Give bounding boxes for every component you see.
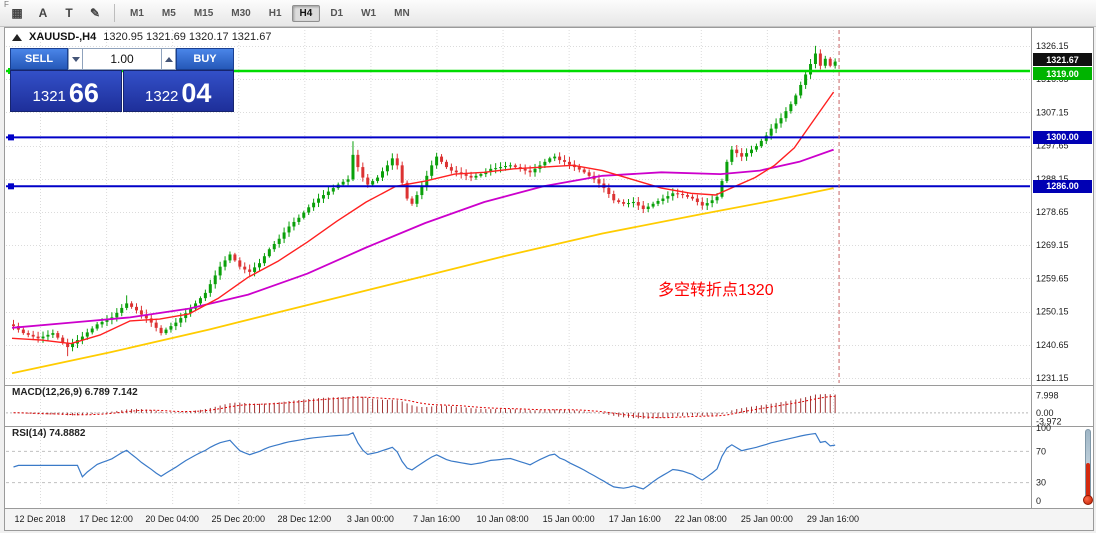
svg-text:-3.972: -3.972 [1036, 416, 1062, 426]
sell-price-main: 1321 [32, 88, 66, 105]
chart-symbol-period: XAUUSD-,H4 [29, 31, 97, 43]
timeframe-group: M1 M5 M15 M30 H1 H4 D1 W1 MN [121, 4, 419, 22]
svg-text:7 Jan 16:00: 7 Jan 16:00 [413, 514, 460, 524]
macd-signal-line [13, 395, 836, 419]
buy-button[interactable]: BUY [176, 48, 234, 70]
grid-tool-icon[interactable]: ▦ [11, 6, 23, 20]
svg-text:0: 0 [1036, 496, 1041, 506]
macd-indicator-label: MACD(12,26,9) 6.789 7.142 [12, 387, 138, 398]
axis-labels: 1326.151316.651307.151297.651288.151278.… [14, 41, 1068, 524]
buy-price-panel[interactable]: 1322 04 [122, 70, 234, 112]
sell-button[interactable]: SELL [10, 48, 68, 70]
svg-text:25 Jan 00:00: 25 Jan 00:00 [741, 514, 793, 524]
timeframe-button-mn[interactable]: MN [394, 7, 410, 19]
timeframe-button-d1[interactable]: D1 [330, 7, 344, 19]
rsi-line [13, 432, 836, 490]
toolbar: F ▦ A T ✎ M1 M5 M15 M30 H1 H4 D1 W1 MN [0, 0, 1096, 27]
svg-text:1240.65: 1240.65 [1036, 340, 1069, 350]
svg-text:1288.15: 1288.15 [1036, 174, 1069, 184]
one-click-price-row: 1321 66 1322 04 [10, 70, 234, 112]
svg-text:28 Dec 12:00: 28 Dec 12:00 [278, 514, 332, 524]
svg-text:1278.65: 1278.65 [1036, 207, 1069, 217]
svg-text:1269.15: 1269.15 [1036, 240, 1069, 250]
buy-price-pips: 04 [181, 78, 212, 108]
rsi-indicator-label: RSI(14) 74.8882 [12, 428, 86, 439]
svg-text:100: 100 [1036, 423, 1051, 433]
sell-price-panel[interactable]: 1321 66 [10, 70, 122, 112]
svg-text:1231.15: 1231.15 [1036, 373, 1069, 383]
svg-text:30: 30 [1036, 478, 1046, 488]
timeframe-button-m15[interactable]: M15 [193, 7, 214, 19]
thermometer-fill [1086, 463, 1090, 499]
svg-text:12 Dec 2018: 12 Dec 2018 [14, 514, 65, 524]
timeframe-button-m5[interactable]: M5 [161, 7, 176, 19]
timeframe-button-m30[interactable]: M30 [231, 7, 251, 19]
chart-header: XAUUSD-,H4 1320.95 1321.69 1320.17 1321.… [12, 31, 271, 43]
svg-text:29 Jan 16:00: 29 Jan 16:00 [807, 514, 859, 524]
volume-decrease-button[interactable] [68, 48, 83, 70]
svg-text:17 Dec 12:00: 17 Dec 12:00 [79, 514, 133, 524]
one-click-trading-panel: SELL BUY 1321 66 1322 04 [10, 48, 234, 112]
one-click-order-row: SELL BUY [10, 48, 234, 70]
macd-histogram [17, 393, 836, 419]
thermometer-bulb [1083, 495, 1093, 505]
svg-text:15 Jan 00:00: 15 Jan 00:00 [543, 514, 595, 524]
timeframe-button-h4[interactable]: H4 [291, 4, 321, 22]
sell-price-pips: 66 [68, 78, 99, 108]
text-a-tool-icon[interactable]: A [38, 6, 48, 20]
svg-text:25 Dec 20:00: 25 Dec 20:00 [211, 514, 265, 524]
buy-price-main: 1322 [145, 88, 179, 105]
thermometer-scrollbar[interactable] [1082, 429, 1094, 507]
chevron-down-icon [71, 56, 80, 62]
price-badge-1286.00[interactable]: 1286.00 [1033, 179, 1092, 193]
chart-ohlc-values: 1320.95 1321.69 1320.17 1321.67 [103, 31, 272, 43]
svg-text:10 Jan 08:00: 10 Jan 08:00 [477, 514, 529, 524]
svg-text:20 Dec 04:00: 20 Dec 04:00 [145, 514, 199, 524]
svg-text:1250.15: 1250.15 [1036, 307, 1069, 317]
price-badge-1321.67[interactable]: 1321.67 [1033, 53, 1092, 67]
drawing-tools-group: ▦ A T ✎ [4, 3, 108, 23]
one-click-collapse-icon[interactable] [12, 33, 22, 41]
chart-annotation-text[interactable]: 多空转折点1320 [658, 282, 774, 299]
svg-text:17 Jan 16:00: 17 Jan 16:00 [609, 514, 661, 524]
grid [6, 30, 1030, 506]
toolbar-separator [114, 4, 115, 22]
chevron-up-icon [164, 56, 173, 62]
timeframe-button-w1[interactable]: W1 [361, 7, 377, 19]
timeframe-button-h1[interactable]: H1 [268, 7, 282, 19]
ma-line-fast-red [11, 91, 835, 345]
volume-increase-button[interactable] [161, 48, 176, 70]
svg-text:0.00: 0.00 [1036, 408, 1054, 418]
volume-input[interactable] [83, 48, 161, 70]
price-badge-1319.00[interactable]: 1319.00 [1033, 67, 1092, 81]
svg-text:1297.65: 1297.65 [1036, 141, 1069, 151]
ma-line-slow-yellow [11, 187, 834, 375]
svg-text:70: 70 [1036, 446, 1046, 456]
svg-text:3 Jan 00:00: 3 Jan 00:00 [347, 514, 394, 524]
timeframe-button-m1[interactable]: M1 [130, 7, 144, 19]
window-corner-label: F [4, 0, 9, 9]
price-badge-1300.00[interactable]: 1300.00 [1033, 130, 1092, 144]
text-label-tool-icon[interactable]: T [65, 6, 73, 20]
ma-line-mid-magenta [11, 148, 834, 329]
svg-text:1259.65: 1259.65 [1036, 273, 1069, 283]
svg-text:1326.15: 1326.15 [1036, 41, 1069, 51]
svg-text:1307.15: 1307.15 [1036, 107, 1069, 117]
svg-text:22 Jan 08:00: 22 Jan 08:00 [675, 514, 727, 524]
pencil-tool-icon[interactable]: ✎ [89, 6, 101, 20]
svg-text:7.998: 7.998 [1036, 391, 1059, 401]
